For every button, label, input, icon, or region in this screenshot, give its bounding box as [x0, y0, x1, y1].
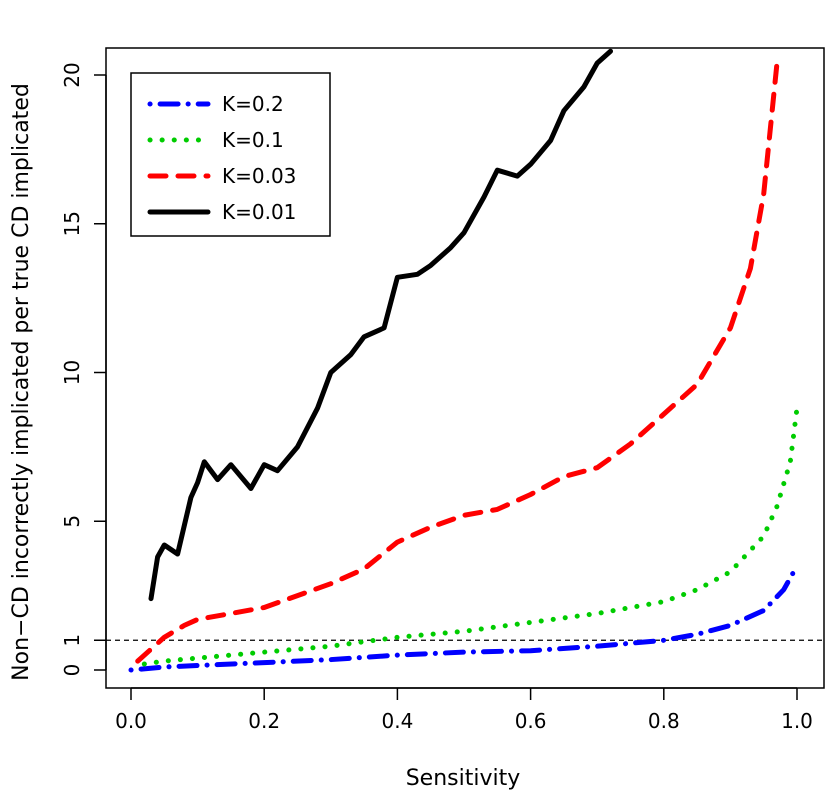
y-tick-label: 15 — [60, 211, 84, 236]
legend: K=0.2 K=0.1 K=0.03 K=0.01 — [130, 72, 331, 237]
y-tick-label: 10 — [60, 360, 84, 385]
y-tick-label: 5 — [60, 515, 84, 528]
series-line-k-0-2 — [128, 563, 800, 673]
x-tick-label: 0.0 — [115, 709, 147, 733]
y-axis-label: Non−CD incorrectly implicated per true C… — [9, 83, 34, 681]
x-tick-label: 1.0 — [781, 709, 813, 733]
legend-box — [130, 72, 331, 237]
x-tick-label: 0.4 — [381, 709, 413, 733]
x-tick-label: 0.8 — [648, 709, 680, 733]
y-tick-label: 1 — [60, 634, 84, 647]
x-axis: 0.0 0.2 0.4 0.6 0.8 1.0 — [115, 687, 813, 733]
series-line-k-0-01 — [148, 48, 613, 602]
y-tick-label: 20 — [60, 62, 84, 87]
x-tick-label: 0.2 — [248, 709, 280, 733]
series-line-k-0-1 — [141, 405, 800, 667]
legend-label: K=0.03 — [222, 164, 296, 188]
series-line-k-0-03 — [135, 60, 780, 664]
series-layer — [106, 48, 824, 673]
legend-label: K=0.1 — [222, 128, 284, 152]
legend-label: K=0.01 — [222, 200, 296, 224]
x-axis-label: Sensitivity — [406, 766, 521, 791]
y-tick-label: 0 — [60, 664, 84, 677]
x-tick-label: 0.6 — [515, 709, 547, 733]
legend-label: K=0.2 — [222, 92, 284, 116]
